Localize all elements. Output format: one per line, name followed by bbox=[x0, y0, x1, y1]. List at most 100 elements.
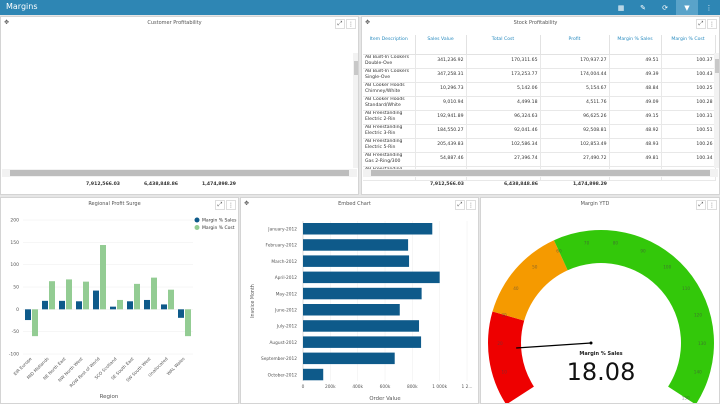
table-cell: 341,236.92 bbox=[415, 54, 467, 69]
pin-icon[interactable]: ✥ bbox=[244, 200, 250, 207]
more-icon[interactable]: ⋮ bbox=[226, 200, 236, 210]
gauge-tick-label: 130 bbox=[698, 341, 706, 346]
bar bbox=[303, 287, 422, 300]
refresh-icon[interactable]: ⟳ bbox=[662, 3, 668, 12]
vertical-scrollbar[interactable] bbox=[353, 53, 358, 168]
grid-icon[interactable]: ▦ bbox=[617, 3, 625, 12]
bar-margin-cost bbox=[151, 277, 157, 310]
table-cell: 96,625.26 bbox=[540, 110, 610, 125]
bar-margin-cost bbox=[134, 283, 140, 310]
table-row[interactable]: AB Freestanding Electric 2-Rin 192,941.89… bbox=[363, 110, 716, 125]
table-row[interactable]: AB Built-In Cookers Single-Ove 347,258.31… bbox=[363, 68, 716, 83]
table-cell: 49.15 bbox=[609, 110, 662, 125]
column-header[interactable]: Margin % Sales bbox=[609, 35, 662, 55]
table-row[interactable]: AB Built-In Cookers Double-Ove 341,236.92… bbox=[363, 54, 716, 69]
total-sales: 7,912,566.03 bbox=[429, 181, 464, 187]
table-cell: 27,396.74 bbox=[466, 152, 541, 167]
embed-chart-panel: 0 200k 400k 600k 800k 1 000k 1 2... January-201… bbox=[240, 197, 479, 404]
table-cell: 184,550.27 bbox=[415, 124, 467, 139]
bar-margin-cost bbox=[168, 289, 174, 310]
table-row[interactable]: AB Cooker Hoods Standard/White 9,010.94 4,… bbox=[363, 96, 716, 111]
bar-margin-cost bbox=[49, 281, 55, 310]
table-cell: 9,010.94 bbox=[415, 96, 467, 111]
bar-margin-sales bbox=[59, 300, 65, 310]
x-tick-label: 200k bbox=[325, 384, 336, 390]
total-cost: 6,438,848.86 bbox=[503, 181, 538, 187]
more-icon[interactable]: ⋮ bbox=[705, 3, 713, 12]
table-cell: 49.51 bbox=[609, 54, 662, 69]
table-cell: 5,154.67 bbox=[540, 82, 610, 97]
gauge-tick-label: 40 bbox=[513, 286, 519, 291]
bar-margin-sales bbox=[127, 301, 133, 310]
table-row[interactable]: AB Freestanding Gas 2-Ring/300 54,887.46 2… bbox=[363, 152, 716, 167]
x-axis-title: Order Value bbox=[369, 396, 400, 402]
table-cell: 48.92 bbox=[609, 124, 662, 139]
y-tick-label: April-2012 bbox=[275, 275, 298, 281]
column-header[interactable]: Margin % Cost bbox=[661, 35, 716, 55]
legend-marker bbox=[194, 217, 200, 223]
table-row[interactable]: AB Cooker Hoods Chimney/White 10,296.73 5,… bbox=[363, 82, 716, 97]
bar bbox=[303, 320, 420, 332]
table-cell: AB Freestanding Gas 2-Ring/300 bbox=[363, 152, 416, 167]
table-row[interactable]: AB Freestanding Electric 5-Rin 205,439.83… bbox=[363, 138, 716, 153]
table-cell: 27,490.72 bbox=[540, 152, 610, 167]
embed-bar-chart: 0 200k 400k 600k 800k 1 000k 1 2... January-201… bbox=[250, 221, 472, 402]
horizontal-scrollbar[interactable] bbox=[363, 169, 718, 177]
bar-margin-cost bbox=[117, 299, 123, 310]
x-tick-label: 600k bbox=[380, 384, 391, 390]
pin-icon[interactable]: ✥ bbox=[4, 19, 10, 26]
more-icon[interactable]: ⋮ bbox=[466, 200, 476, 210]
table-cell: 102,586.34 bbox=[466, 138, 541, 153]
column-header[interactable]: Profit bbox=[540, 35, 610, 55]
legend-marker bbox=[194, 225, 200, 230]
bar bbox=[303, 223, 433, 235]
pin-icon[interactable]: ✥ bbox=[365, 19, 371, 26]
chart-title: Margin YTD bbox=[580, 201, 610, 207]
table-cell: 100.26 bbox=[661, 138, 716, 153]
gauge-band bbox=[488, 311, 534, 403]
bar bbox=[303, 304, 400, 316]
expand-icon[interactable]: ⤢ bbox=[455, 200, 465, 210]
gauge-tick-label: 110 bbox=[682, 286, 690, 291]
column-header[interactable]: Total Cost bbox=[466, 35, 541, 55]
more-icon[interactable]: ⋮ bbox=[346, 19, 356, 29]
column-header[interactable]: Item Description bbox=[363, 35, 416, 55]
gauge-tick-label: 20 bbox=[497, 341, 503, 346]
table-row[interactable]: AB Freestanding Electric 3-Rin 184,550.27… bbox=[363, 124, 716, 139]
gauge-label: Margin % Sales bbox=[579, 351, 622, 357]
column-header[interactable]: Sales Value bbox=[415, 35, 467, 55]
bar-margin-sales bbox=[144, 299, 150, 310]
gauge-tick-label: 10 bbox=[502, 369, 508, 374]
gauge-tick-label: 120 bbox=[694, 312, 702, 317]
gauge-tick-label: 60 bbox=[556, 249, 562, 254]
more-icon[interactable]: ⋮ bbox=[707, 19, 717, 29]
table-cell: 102,853.49 bbox=[540, 138, 610, 153]
bar-margin-cost bbox=[185, 309, 191, 337]
table-cell: 100.28 bbox=[661, 96, 716, 111]
customer-profitability-panel: ✥ Customer Profitability ⤢ ⋮ 7,912,566.03… bbox=[0, 16, 359, 195]
panel-title: Customer Profitability bbox=[147, 20, 202, 26]
y-tick-label: January-2012 bbox=[267, 227, 297, 233]
expand-icon[interactable]: ⤢ bbox=[696, 200, 706, 210]
expand-icon[interactable]: ⤢ bbox=[335, 19, 345, 29]
y-tick-label: September-2012 bbox=[261, 356, 297, 362]
y-tick-label: 0 bbox=[16, 307, 19, 313]
more-icon[interactable]: ⋮ bbox=[707, 200, 717, 210]
wrench-icon[interactable]: ✎ bbox=[640, 3, 646, 12]
total-profit: 1,474,898.29 bbox=[572, 181, 607, 187]
filter-icon[interactable]: ▼ bbox=[676, 0, 698, 15]
y-axis-title: Invoice Month bbox=[250, 284, 256, 318]
horizontal-scrollbar[interactable] bbox=[2, 169, 357, 177]
bar-margin-cost bbox=[100, 245, 106, 310]
expand-icon[interactable]: ⤢ bbox=[696, 19, 706, 29]
vertical-scrollbar[interactable] bbox=[714, 53, 719, 168]
margin-ytd-panel: 10 20 30 40 50 60 70 80 90 100 110 120 130 140 150 Marg… bbox=[480, 197, 720, 404]
bar-margin-cost bbox=[32, 309, 38, 337]
app-title: Margins bbox=[6, 2, 38, 11]
gauge-needle bbox=[516, 342, 592, 349]
y-tick-label: July-2012 bbox=[276, 324, 297, 330]
expand-icon[interactable]: ⤢ bbox=[215, 200, 225, 210]
bar bbox=[303, 352, 395, 365]
regional-profit-panel: 200 150 100 50 0 -50 -100 EIR Europe MID Midland… bbox=[0, 197, 239, 404]
table-cell: AB Freestanding Electric 2-Rin bbox=[363, 110, 416, 125]
